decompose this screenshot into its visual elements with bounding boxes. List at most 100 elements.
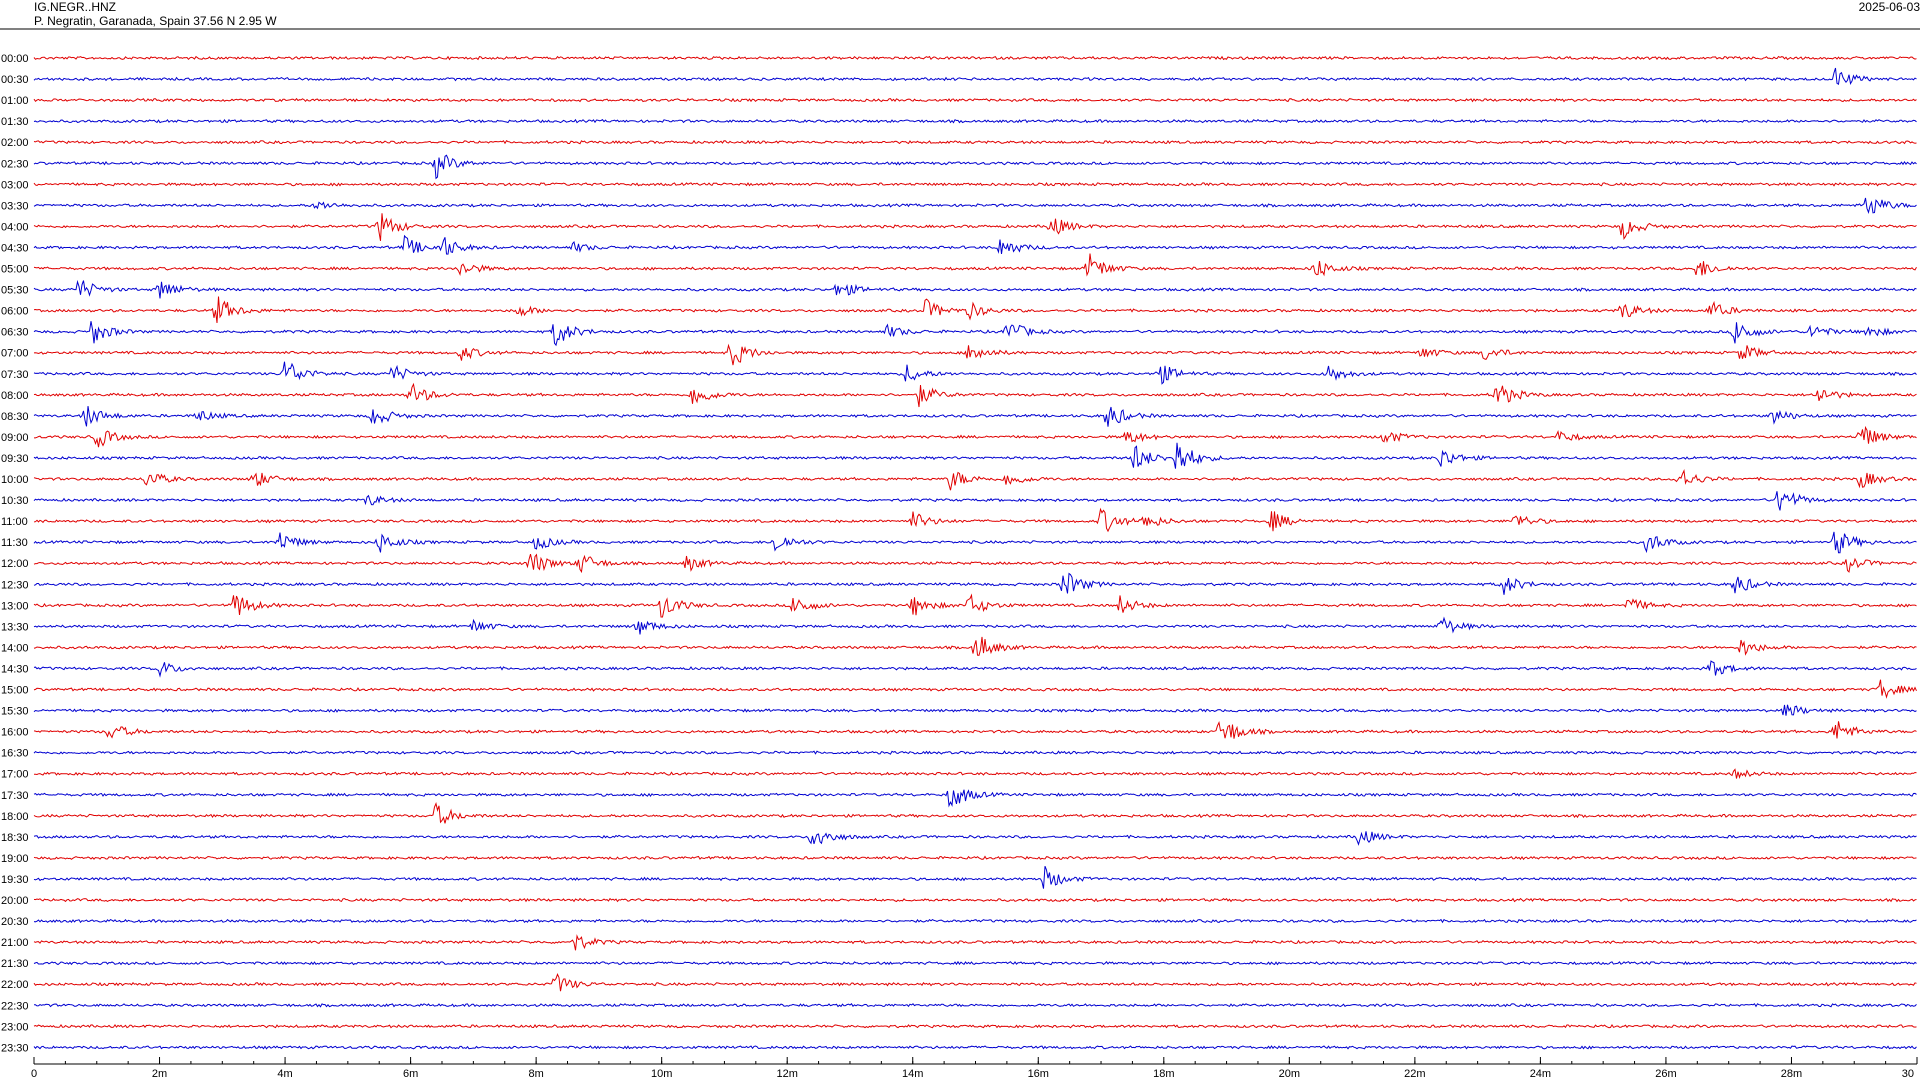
seismic-trace [33,97,1917,103]
x-tick-label: 8m [528,1068,543,1080]
seismic-trace [33,253,1917,277]
trace-row-1830: 18:30 [1,831,1917,846]
row-label: 10:30 [1,495,29,507]
seismic-trace [33,491,1917,511]
seismic-trace [33,866,1917,889]
seismic-trace [33,182,1917,187]
trace-row-0030: 00:30 [1,67,1917,86]
seismic-trace [33,855,1917,861]
seismic-trace [33,593,1917,618]
station-location: P. Negratin, Garanada, Spain 37.56 N 2.9… [34,14,277,28]
row-label: 22:00 [1,979,29,991]
trace-row-2030: 20:30 [1,916,1917,928]
time-axis: 0 2m 4m 6m 8m 10m 12m 14m 16m 18m 20m 22m 24m 26m 28m 3… [31,1057,1918,1080]
row-label: 11:00 [1,516,28,528]
x-tick-label: 26m [1655,1068,1676,1080]
seismic-trace [33,789,1917,808]
row-label: 12:30 [1,579,29,591]
seismic-trace [33,721,1917,739]
row-label: 15:30 [1,706,29,718]
row-label: 16:30 [1,748,29,760]
seismic-trace [33,972,1917,992]
trace-row-2000: 20:00 [1,895,1917,907]
trace-row-0330: 03:30 [1,197,1917,214]
trace-row-0700: 07:00 [1,343,1917,366]
x-tick-label: 18m [1153,1068,1174,1080]
seismic-trace [33,139,1917,145]
row-label: 19:30 [1,874,29,886]
seismic-trace [33,406,1917,427]
seismic-trace [33,1045,1917,1050]
row-label: 14:30 [1,663,29,675]
row-label: 21:30 [1,958,29,970]
seismic-trace [33,279,1917,299]
x-tick-label: 28m [1781,1068,1802,1080]
trace-row-1500: 15:00 [1,679,1917,699]
row-label: 07:00 [1,348,29,360]
row-label: 02:30 [1,158,29,170]
row-label: 06:30 [1,327,29,339]
trace-row-0400: 04:00 [1,213,1917,241]
row-label: 03:00 [1,179,29,191]
trace-row-1200: 12:00 [1,553,1917,574]
trace-row-2200: 22:00 [1,972,1917,992]
row-label: 20:30 [1,916,29,928]
seismic-trace [33,361,1917,385]
trace-row-2230: 22:30 [1,1000,1917,1012]
seismic-trace [33,343,1917,366]
x-tick-label: 6m [403,1068,418,1080]
station-code: IG.NEGR..HNZ [34,0,117,14]
trace-row-0830: 08:30 [1,406,1917,427]
trace-row-0930: 09:30 [1,442,1917,469]
seismic-trace [33,768,1917,779]
row-label: 05:00 [1,264,29,276]
seismic-trace [33,802,1917,824]
seismic-trace [34,425,1917,448]
trace-row-1930: 19:30 [1,866,1917,889]
row-label: 16:00 [1,727,29,739]
trace-row-0200: 02:00 [1,137,1917,149]
row-label: 03:30 [1,200,29,212]
row-label: 08:30 [1,411,29,423]
row-label: 11:30 [1,537,28,549]
seismic-trace [33,750,1917,755]
trace-row-2130: 21:30 [1,958,1917,970]
trace-row-1900: 19:00 [1,853,1917,865]
x-tick-label: 10m [651,1068,672,1080]
trace-row-1100: 11:00 [1,507,1917,533]
trace-row-0300: 03:00 [1,179,1917,191]
row-label: 07:30 [1,369,29,381]
x-tick-label: 16m [1028,1068,1049,1080]
trace-row-1700: 17:00 [1,768,1917,781]
x-tick-label: 0 [31,1068,37,1080]
x-tick-label: 12m [776,1068,797,1080]
seismic-trace [33,382,1917,408]
trace-row-0600: 06:00 [1,296,1917,324]
trace-row-1330: 13:30 [1,616,1917,635]
trace-row-2330: 23:30 [1,1042,1917,1054]
trace-row-1030: 10:30 [1,491,1917,511]
trace-row-0530: 05:30 [1,279,1917,299]
row-label: 10:00 [1,474,29,486]
x-tick-label: 24m [1530,1068,1551,1080]
seismic-trace [33,118,1917,124]
row-label: 04:00 [1,221,29,233]
trace-row-0630: 06:30 [1,321,1917,347]
trace-row-0500: 05:00 [1,253,1917,277]
seismic-trace [33,831,1917,846]
trace-row-0430: 04:30 [1,234,1917,255]
row-label: 23:00 [1,1021,29,1033]
x-tick-label: 2m [152,1068,167,1080]
seismic-trace [33,934,1917,951]
row-label: 09:30 [1,453,29,465]
row-label: 01:00 [1,95,29,107]
x-tick-label: 30 [1902,1068,1914,1080]
seismic-trace [33,213,1917,241]
row-label: 18:00 [1,811,29,823]
trace-row-0800: 08:00 [1,382,1917,408]
trace-rows: 00:00 00:30 01:00 01:30 02:00 02:30 03:00 03:30… [1,53,1917,1054]
row-label: 06:00 [1,306,29,318]
trace-row-0730: 07:30 [1,361,1917,385]
x-tick-label: 4m [277,1068,292,1080]
seismic-trace [33,1023,1917,1029]
